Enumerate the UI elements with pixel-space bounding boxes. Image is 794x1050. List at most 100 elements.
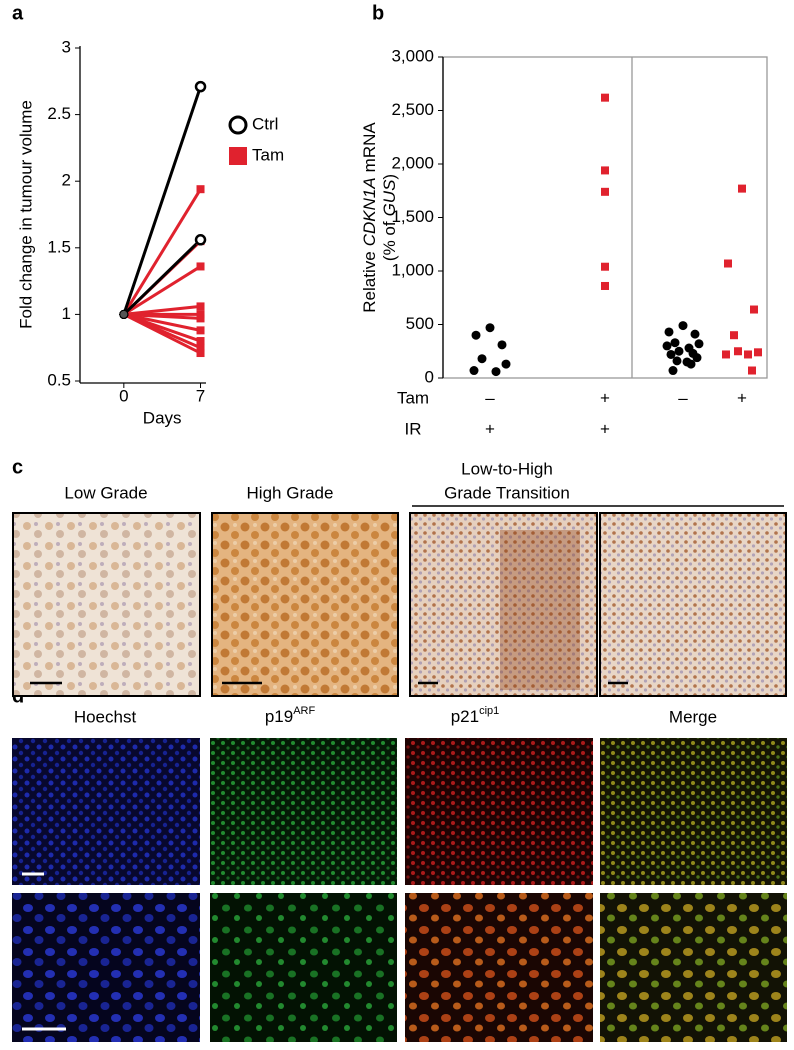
- superscript: ARF: [293, 705, 315, 717]
- row-value: +: [485, 419, 495, 438]
- image: [599, 512, 787, 697]
- image-label: High Grade: [247, 483, 334, 502]
- y-tick-label: 2.5: [47, 104, 71, 123]
- y-axis-label-part: CDKN1A: [360, 177, 379, 246]
- row-value: +: [737, 388, 747, 407]
- series-line: [122, 188, 202, 316]
- x-axis-label: Days: [143, 408, 182, 427]
- y-tick-label: 1.5: [47, 237, 71, 256]
- y-tick-label: 0: [425, 367, 434, 386]
- y-tick-label: 1,500: [391, 207, 434, 226]
- series-line: [123, 312, 201, 320]
- row-value: –: [485, 388, 495, 407]
- marker: [477, 354, 487, 364]
- marker: [730, 331, 738, 340]
- image: [210, 893, 397, 1042]
- marker: [724, 259, 732, 268]
- series-line: [122, 238, 202, 316]
- image-label: Low-to-High: [461, 459, 553, 478]
- marker: [601, 93, 609, 102]
- image-region: [500, 530, 580, 690]
- panel-letter: b: [372, 2, 384, 24]
- y-axis-label-line: (% of GUS): [380, 174, 399, 261]
- marker: [694, 339, 704, 349]
- row-label: IR: [405, 419, 422, 438]
- y-axis-label-part: (% of: [380, 221, 399, 261]
- marker: [194, 80, 207, 93]
- marker: [722, 350, 730, 359]
- image: [600, 893, 787, 1042]
- marker: [196, 185, 205, 194]
- marker: [119, 309, 129, 319]
- image: [405, 893, 593, 1042]
- marker: [748, 366, 756, 375]
- marker: [497, 340, 507, 350]
- marker: [469, 366, 479, 376]
- image: [211, 512, 399, 697]
- series-line: [122, 86, 202, 315]
- marker: [601, 187, 609, 196]
- marker: [744, 350, 752, 359]
- channel-label: p19ARF: [265, 705, 316, 727]
- image: [409, 512, 598, 697]
- marker: [194, 234, 207, 246]
- image: [12, 512, 201, 697]
- y-axis-label-part: GUS: [380, 179, 399, 217]
- marker: [196, 337, 205, 346]
- channel-label: p21cip1: [451, 705, 500, 727]
- superscript: cip1: [479, 705, 499, 717]
- image: [12, 738, 200, 885]
- image-label: Grade Transition: [444, 483, 570, 502]
- row-value: +: [600, 388, 610, 407]
- marker: [750, 305, 758, 314]
- y-tick-label: 3,000: [391, 46, 434, 65]
- y-tick-label: 2,000: [391, 153, 434, 172]
- series-line: [123, 312, 201, 332]
- y-tick-label: 1,000: [391, 260, 434, 279]
- row-value: +: [600, 419, 610, 438]
- channel-label: p19: [265, 707, 293, 726]
- legend-label: Tam: [252, 145, 284, 164]
- x-tick-label: 0: [119, 386, 128, 405]
- marker: [196, 262, 205, 271]
- row-value: –: [678, 388, 688, 407]
- marker: [196, 326, 205, 335]
- marker: [666, 349, 676, 359]
- marker: [601, 281, 609, 290]
- y-tick-label: 2,500: [391, 100, 434, 119]
- marker: [664, 327, 674, 337]
- y-axis-label: Relative CDKN1A mRNA (% of GUS): [360, 122, 399, 313]
- y-axis-label-part: mRNA: [360, 122, 379, 173]
- y-axis-label-part: Relative: [360, 251, 379, 312]
- marker: [678, 321, 688, 331]
- marker: [692, 353, 702, 363]
- marker: [485, 323, 495, 333]
- marker: [690, 329, 700, 339]
- y-tick-label: 1: [62, 304, 71, 323]
- y-axis-label: Fold change in tumour volume: [16, 100, 35, 329]
- marker: [662, 341, 672, 351]
- marker: [501, 359, 511, 369]
- y-tick-label: 3: [62, 37, 71, 56]
- marker: [686, 359, 696, 369]
- image: [600, 738, 787, 885]
- legend-label: Ctrl: [252, 114, 278, 133]
- y-tick-label: 0.5: [47, 370, 71, 389]
- marker: [196, 302, 205, 311]
- marker: [738, 184, 746, 193]
- marker: [601, 166, 609, 175]
- fluorescence-images: [12, 738, 787, 1042]
- series-line: [123, 313, 202, 355]
- marker: [471, 330, 481, 340]
- channel-label: p21: [451, 707, 479, 726]
- marker: [734, 347, 742, 356]
- y-axis-label-line: Relative CDKN1A mRNA: [360, 122, 379, 313]
- legend-marker: [228, 115, 248, 135]
- row-label: Tam: [397, 388, 429, 407]
- marker: [196, 349, 205, 358]
- image: [12, 893, 200, 1042]
- marker: [601, 262, 609, 271]
- marker: [668, 366, 678, 376]
- y-axis-label-part: ): [380, 174, 399, 180]
